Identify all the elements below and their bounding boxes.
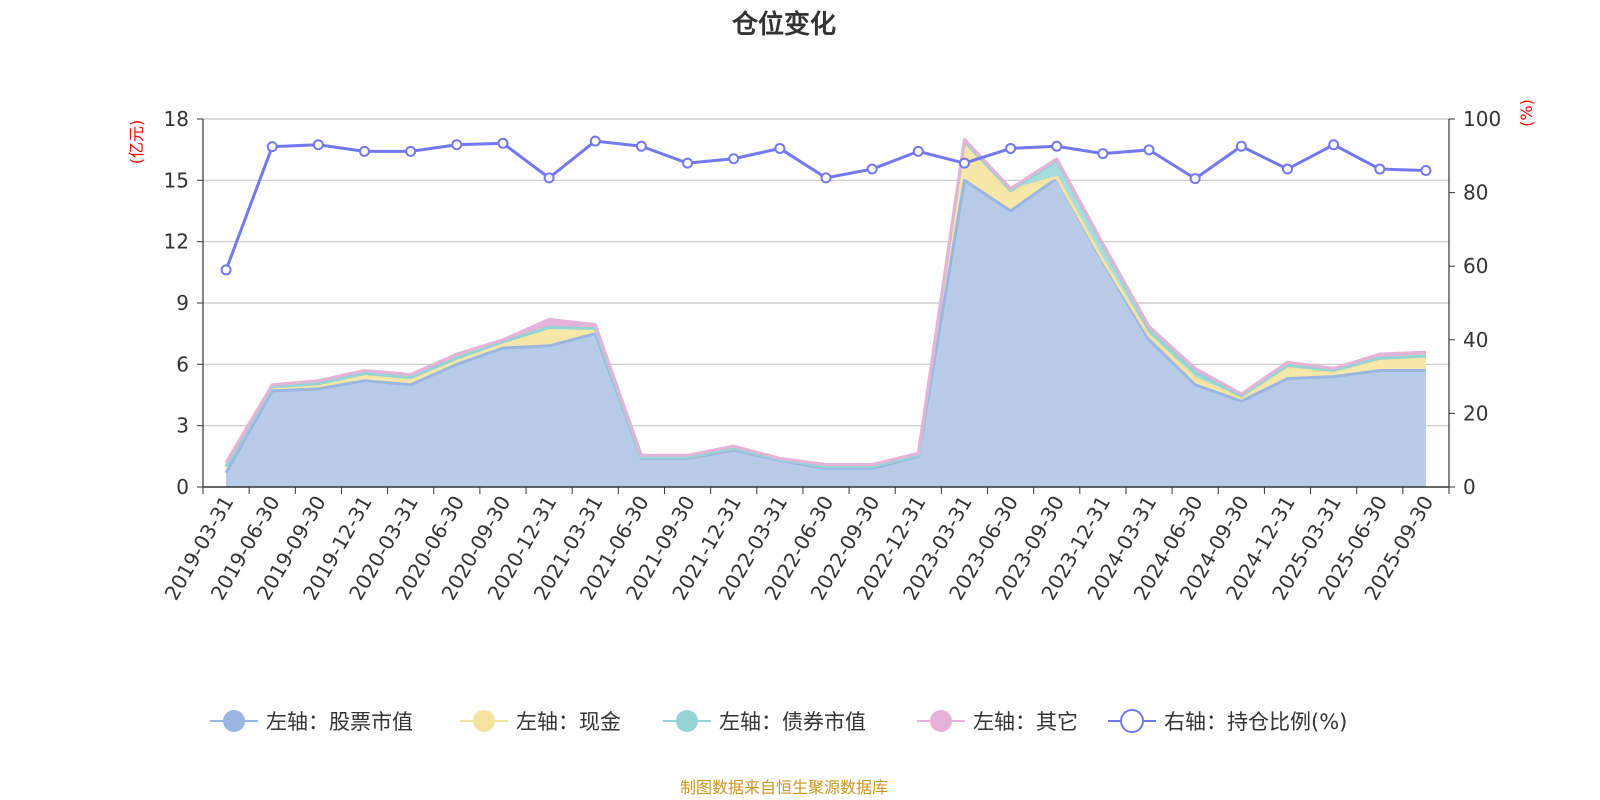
stack-areas (224, 137, 1426, 488)
right-axis-tick-label: 20 (1463, 401, 1488, 425)
series-line (224, 139, 1426, 469)
ratio-line (224, 139, 1426, 271)
ratio-point (266, 141, 278, 153)
legend-marker (1120, 709, 1144, 733)
legend-label: 左轴：现金 (516, 710, 621, 734)
legend-label: 左轴：其它 (973, 710, 1078, 734)
series-line (224, 137, 1426, 467)
legend-item[interactable]: 左轴：现金 (460, 710, 621, 734)
legend-item[interactable]: 左轴：其它 (917, 710, 1078, 734)
ratio-point (1281, 163, 1293, 175)
left-axis-unit: (亿元) (127, 120, 146, 165)
chart-title: 仓位变化 (731, 9, 836, 40)
left-axis-tick-label: 3 (176, 414, 189, 438)
right-axis-tick-label: 60 (1463, 254, 1488, 278)
legend-marker (676, 710, 698, 732)
right-axis-tick-label: 40 (1463, 328, 1488, 352)
legend-marker (930, 710, 952, 732)
left-axis-tick-label: 18 (164, 107, 189, 131)
area-9bb6e0 (226, 178, 1426, 488)
ratio-point (682, 157, 694, 169)
ratio-point (220, 264, 232, 276)
data-source: 制图数据来自恒生聚源数据库 (680, 778, 888, 797)
ratio-point (312, 139, 324, 151)
ratio-point (866, 163, 878, 175)
ratio-point (728, 153, 740, 165)
ratio-point (820, 172, 832, 184)
ratio-point (1374, 163, 1386, 175)
ratio-point (958, 157, 970, 169)
ratio-point (1189, 173, 1201, 185)
right-axis-tick-label: 100 (1463, 107, 1501, 131)
ratio-point (635, 140, 647, 152)
left-axis-tick-label: 9 (176, 291, 189, 315)
ratio-point (1143, 144, 1155, 156)
legend-item[interactable]: 右轴：持仓比例(%) (1108, 709, 1347, 734)
ratio-point (497, 137, 509, 149)
ratio-point (1235, 140, 1247, 152)
ratio-point (1005, 142, 1017, 154)
legend-item[interactable]: 左轴：股票市值 (210, 710, 413, 734)
left-axis-tick-label: 6 (176, 352, 189, 376)
ratio-point (1097, 148, 1109, 160)
right-axis-tick-label: 0 (1463, 475, 1476, 499)
ratio-point (359, 145, 371, 157)
right-axis-unit: (%) (1517, 99, 1536, 127)
ratio-point (912, 145, 924, 157)
ratio-point (774, 142, 786, 154)
legend-label: 左轴：股票市值 (266, 710, 413, 734)
ratio-point (1051, 140, 1063, 152)
left-axis-tick-label: 12 (164, 230, 189, 254)
ratio-point (589, 135, 601, 147)
ratio-point (1328, 139, 1340, 151)
legend-item[interactable]: 左轴：债券市值 (663, 710, 866, 734)
legend-label: 右轴：持仓比例(%) (1164, 710, 1347, 734)
axes: 03691215180204060801002019-03-312019-06-… (160, 107, 1502, 604)
ratio-point (543, 172, 555, 184)
left-axis-tick-label: 15 (164, 168, 189, 192)
ratio-point (451, 139, 463, 151)
ratio-point (1420, 165, 1432, 177)
ratio-series (220, 135, 1432, 276)
legend-marker (473, 710, 495, 732)
legend-label: 左轴：债券市值 (719, 710, 866, 734)
legend-marker (223, 710, 245, 732)
legend: 左轴：股票市值 左轴：现金 左轴：债券市值 左轴：其它 右轴：持仓比例(%) (210, 709, 1347, 734)
right-axis-tick-label: 80 (1463, 181, 1488, 205)
series-line (224, 176, 1426, 474)
ratio-point (405, 145, 417, 157)
left-axis-tick-label: 0 (176, 475, 189, 499)
